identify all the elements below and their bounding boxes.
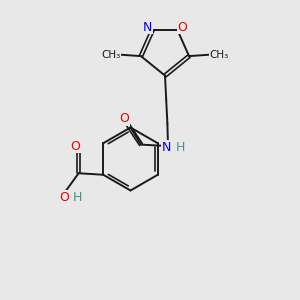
Text: O: O — [177, 21, 187, 34]
Text: N: N — [162, 141, 171, 154]
Text: CH₃: CH₃ — [209, 50, 229, 60]
Text: H: H — [73, 191, 82, 204]
Text: H: H — [176, 141, 185, 154]
Text: N: N — [143, 21, 153, 34]
Text: CH₃: CH₃ — [101, 50, 121, 60]
Text: O: O — [60, 191, 70, 204]
Text: O: O — [120, 112, 129, 125]
Text: O: O — [71, 140, 81, 153]
